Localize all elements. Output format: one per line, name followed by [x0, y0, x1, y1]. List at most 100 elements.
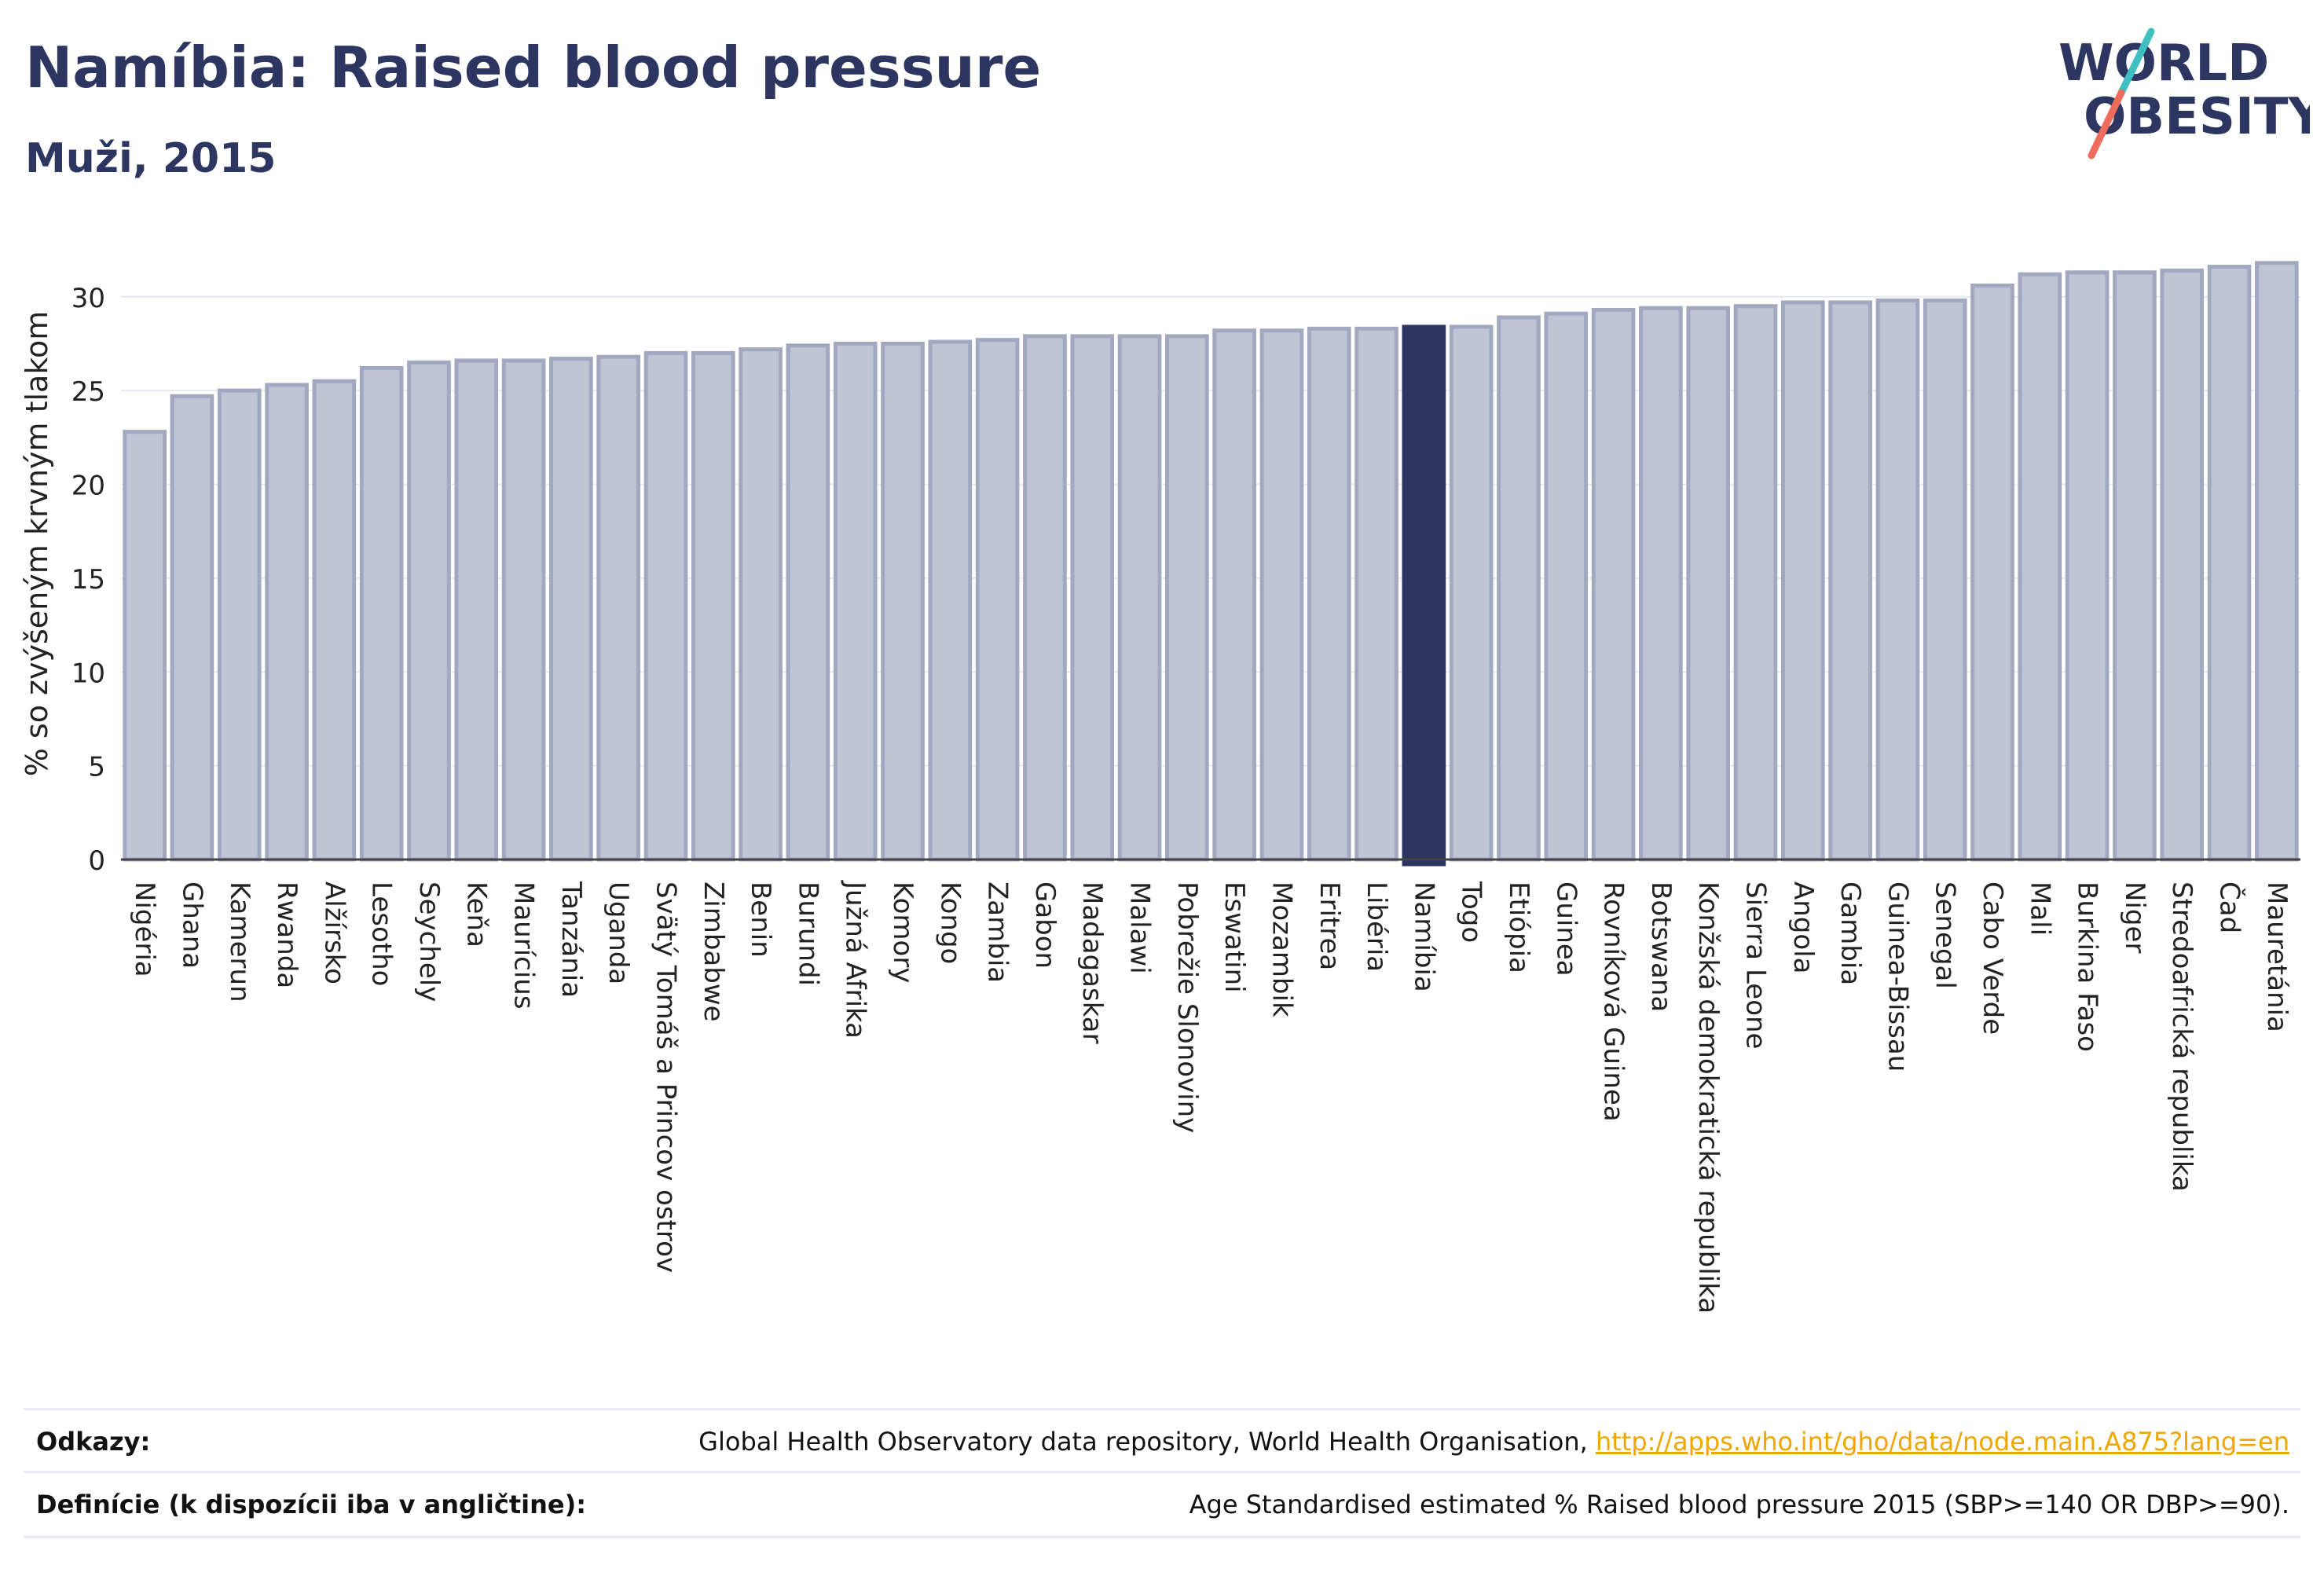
- bar-tanzánia: [549, 357, 593, 862]
- bar-guinea-bissau: [1875, 299, 1920, 862]
- bar-gabon: [1023, 334, 1067, 862]
- x-tick-label: Svätý Tomáš a Princov ostrov: [651, 881, 682, 1273]
- bar-ghana: [170, 394, 214, 862]
- x-tick-label: Stredoafrická republika: [2166, 881, 2198, 1192]
- x-tick-label: Pobrežie Slonoviny: [1171, 881, 1203, 1133]
- x-tick-label: Gambia: [1835, 881, 1866, 985]
- x-tick-label: Senegal: [1930, 881, 1961, 989]
- chart-title: Namíbia: Raised blood pressure: [25, 35, 1042, 101]
- bar-alžírsko: [312, 379, 357, 862]
- bar-libéria: [1354, 326, 1398, 862]
- x-tick-label: Zimbabwe: [698, 881, 729, 1022]
- bar-senegal: [1923, 299, 1967, 862]
- bar-guinea: [1544, 311, 1589, 862]
- x-tick-label: Tanzánia: [555, 881, 587, 998]
- bars: [123, 261, 2299, 867]
- x-tick-labels: Nigéria Ghana Kamerun Rwanda Alžírsko Lesotho…: [129, 880, 2293, 1314]
- bar-benin: [739, 347, 783, 862]
- bar-togo: [1449, 324, 1494, 862]
- x-tick-label: Etiópia: [1503, 881, 1534, 973]
- x-tick-label: Togo: [1456, 881, 1487, 943]
- bar-namíbia: [1402, 324, 1446, 867]
- bar-svätý-tomáš-a-princov-ostrov: [643, 350, 688, 862]
- bar-cabo-verde: [1970, 283, 2014, 862]
- bar-burkina-faso: [2065, 270, 2110, 862]
- x-tick-label: Eritrea: [1314, 881, 1345, 970]
- logo-slash-teal: [2117, 27, 2155, 97]
- references-text: Global Health Observatory data repositor…: [698, 1427, 1596, 1457]
- world-obesity-logo: WORLD OBESITY: [2058, 27, 2310, 159]
- bar-chart: 0 5 10 15 20 25 30 Nigéria Ghana Kamerun Rwanda Al…: [20, 261, 2300, 1314]
- y-tick-label: 5: [88, 752, 105, 783]
- x-tick-label: Burkina Faso: [2072, 881, 2103, 1052]
- bar-angola: [1780, 300, 1825, 862]
- bar-lesotho: [359, 365, 404, 862]
- x-tick-label: Lesotho: [366, 881, 398, 986]
- x-tick-label: Niger: [2119, 881, 2150, 953]
- bar-madagaskar: [1070, 334, 1115, 862]
- bar-malawi: [1117, 334, 1162, 862]
- references-label: Odkazy:: [36, 1427, 151, 1457]
- definitions-label: Definície (k dispozícii iba v angličtine…: [36, 1490, 586, 1519]
- bar-sierra-leone: [1733, 304, 1778, 862]
- x-tick-label: Burundi: [792, 881, 823, 986]
- y-tick-label: 0: [88, 845, 105, 877]
- bar-južná-afrika: [833, 341, 878, 862]
- x-tick-label: Libéria: [1361, 881, 1392, 972]
- y-tick-labels: 0 5 10 15 20 25 30: [71, 283, 105, 877]
- bar-kongo: [928, 339, 973, 862]
- bar-stredoafrická-republika: [2160, 268, 2205, 862]
- x-tick-label: Kamerun: [224, 881, 255, 1002]
- x-tick-label: Cabo Verde: [1977, 881, 2008, 1035]
- references-link[interactable]: http://apps.who.int/gho/data/node.main.A…: [1595, 1427, 2289, 1457]
- references-value: Global Health Observatory data repositor…: [698, 1427, 2300, 1457]
- x-tick-label: Čad: [2214, 881, 2246, 933]
- x-tick-label: Gabon: [1029, 881, 1061, 969]
- x-tick-label: Mali: [2024, 881, 2055, 936]
- x-tick-label: Ghana: [176, 881, 207, 969]
- x-tick-label: Botswana: [1645, 881, 1677, 1012]
- x-tick-label: Kongo: [934, 881, 966, 964]
- bar-eritrea: [1307, 326, 1351, 862]
- bar-komory: [881, 341, 925, 862]
- x-tick-label: Maurícius: [508, 881, 540, 1010]
- x-tick-label: Eswatini: [1219, 881, 1250, 993]
- bar-konžská-demokratická-republika: [1686, 306, 1731, 862]
- x-tick-label: Rovníková Guinea: [1598, 881, 1629, 1122]
- x-tick-label: Sierra Leone: [1740, 881, 1772, 1049]
- bar-zimbabwe: [691, 350, 735, 862]
- x-tick-label: Mozambik: [1266, 881, 1297, 1017]
- bar-nigéria: [123, 430, 167, 862]
- x-tick-label: Mauretánia: [2261, 881, 2293, 1032]
- bar-zambia: [975, 338, 1020, 862]
- definitions-row: Definície (k dispozícii iba v angličtine…: [24, 1471, 2300, 1538]
- x-tick-label: Benin: [745, 881, 776, 958]
- definitions-text: Age Standardised estimated % Raised bloo…: [1189, 1490, 2289, 1519]
- x-tick-label: Zambia: [982, 881, 1014, 983]
- bar-eswatini: [1212, 328, 1256, 862]
- bar-mozambik: [1259, 328, 1304, 862]
- x-tick-label: Komory: [887, 881, 918, 983]
- bar-keňa: [454, 358, 499, 862]
- bar-kamerun: [217, 388, 262, 862]
- bar-seychely: [407, 360, 451, 862]
- x-tick-label: Angola: [1787, 881, 1819, 973]
- bar-mali: [2018, 272, 2062, 862]
- x-tick-label: Alžírsko: [318, 881, 350, 984]
- x-tick-label: Južná Afrika: [840, 880, 871, 1039]
- bar-mauretánia: [2255, 261, 2299, 862]
- y-tick-label: 10: [71, 658, 105, 689]
- bar-pobrežie-slonoviny: [1165, 334, 1209, 862]
- x-tick-label: Malawi: [1124, 881, 1156, 974]
- x-tick-label: Madagaskar: [1076, 881, 1108, 1044]
- bar-etiópia: [1497, 315, 1541, 862]
- x-tick-label: Guinea-Bissau: [1882, 881, 1913, 1072]
- x-tick-label: Seychely: [413, 881, 445, 1002]
- bar-rovníková-guinea: [1591, 307, 1636, 862]
- x-tick-label: Konžská demokratická republika: [1692, 881, 1724, 1314]
- logo-slash-coral: [2088, 89, 2125, 159]
- x-tick-label: Guinea: [1550, 881, 1582, 977]
- bar-čad: [2207, 265, 2252, 862]
- bar-niger: [2113, 270, 2157, 862]
- bar-uganda: [596, 354, 641, 862]
